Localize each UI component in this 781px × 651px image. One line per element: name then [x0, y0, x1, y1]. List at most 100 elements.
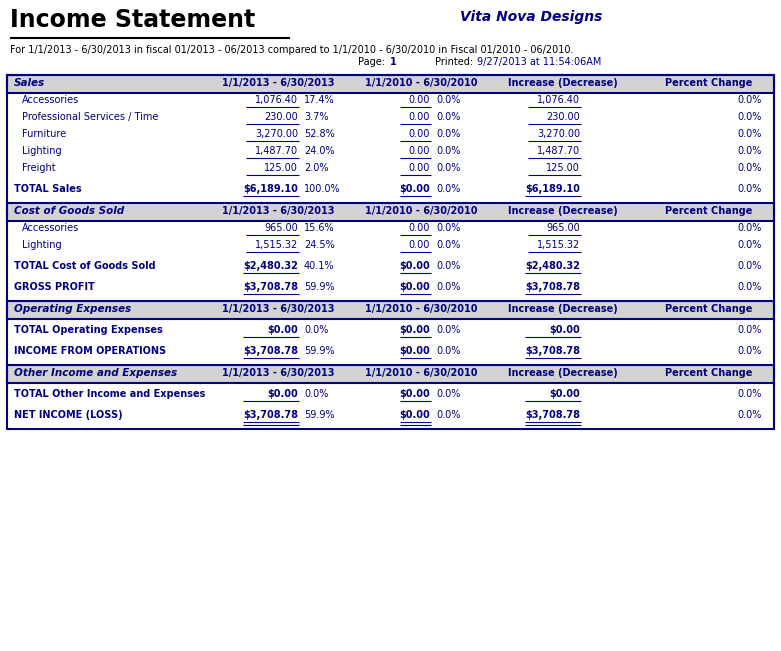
Text: 0.0%: 0.0% [737, 95, 762, 105]
Text: 125.00: 125.00 [546, 163, 580, 173]
Text: 0.0%: 0.0% [436, 346, 460, 356]
Text: $3,708.78: $3,708.78 [243, 282, 298, 292]
Text: $6,189.10: $6,189.10 [525, 184, 580, 194]
Text: 0.0%: 0.0% [737, 282, 762, 292]
Text: $6,189.10: $6,189.10 [243, 184, 298, 194]
Text: 0.0%: 0.0% [737, 129, 762, 139]
Text: Percent Change: Percent Change [665, 304, 752, 314]
Text: $3,708.78: $3,708.78 [525, 282, 580, 292]
Text: 1/1/2013 - 6/30/2013: 1/1/2013 - 6/30/2013 [222, 206, 334, 216]
Text: Percent Change: Percent Change [665, 368, 752, 378]
Text: $3,708.78: $3,708.78 [525, 346, 580, 356]
Text: $0.00: $0.00 [399, 389, 430, 399]
Text: 1/1/2013 - 6/30/2013: 1/1/2013 - 6/30/2013 [222, 78, 334, 88]
Text: 9/27/2013 at 11:54:06AM: 9/27/2013 at 11:54:06AM [477, 57, 601, 67]
Text: 17.4%: 17.4% [304, 95, 334, 105]
Text: 59.9%: 59.9% [304, 410, 334, 420]
Text: Increase (Decrease): Increase (Decrease) [508, 368, 618, 378]
Text: 125.00: 125.00 [264, 163, 298, 173]
Text: 230.00: 230.00 [546, 112, 580, 122]
Text: 0.0%: 0.0% [436, 184, 460, 194]
Text: Freight: Freight [22, 163, 55, 173]
Text: 0.0%: 0.0% [737, 163, 762, 173]
Text: 0.0%: 0.0% [737, 184, 762, 194]
Text: TOTAL Sales: TOTAL Sales [14, 184, 82, 194]
Text: 1/1/2010 - 6/30/2010: 1/1/2010 - 6/30/2010 [365, 368, 477, 378]
Text: Accessories: Accessories [22, 95, 79, 105]
Text: 1/1/2013 - 6/30/2013: 1/1/2013 - 6/30/2013 [222, 304, 334, 314]
Text: 15.6%: 15.6% [304, 223, 334, 233]
Text: $0.00: $0.00 [267, 389, 298, 399]
Text: 1,076.40: 1,076.40 [255, 95, 298, 105]
Text: TOTAL Other Income and Expenses: TOTAL Other Income and Expenses [14, 389, 205, 399]
Text: Vita Nova Designs: Vita Nova Designs [460, 10, 602, 24]
Text: Lighting: Lighting [22, 240, 62, 250]
Text: 0.0%: 0.0% [436, 261, 460, 271]
Text: For 1/1/2013 - 6/30/2013 in fiscal 01/2013 - 06/2013 compared to 1/1/2010 - 6/30: For 1/1/2013 - 6/30/2013 in fiscal 01/20… [10, 45, 573, 55]
Text: 0.0%: 0.0% [737, 346, 762, 356]
Text: 0.0%: 0.0% [436, 129, 460, 139]
Text: 0.0%: 0.0% [436, 146, 460, 156]
Text: 0.0%: 0.0% [304, 389, 328, 399]
Text: 59.9%: 59.9% [304, 282, 334, 292]
Text: 0.0%: 0.0% [737, 410, 762, 420]
Text: GROSS PROFIT: GROSS PROFIT [14, 282, 95, 292]
Text: $0.00: $0.00 [399, 261, 430, 271]
Text: $0.00: $0.00 [399, 410, 430, 420]
Text: 0.0%: 0.0% [436, 410, 460, 420]
Bar [7, 75, 774, 429]
Text: $0.00: $0.00 [549, 325, 580, 335]
Text: 24.5%: 24.5% [304, 240, 335, 250]
Text: 0.0%: 0.0% [737, 112, 762, 122]
Text: 40.1%: 40.1% [304, 261, 334, 271]
Text: 1: 1 [390, 57, 397, 67]
Text: Cost of Goods Sold: Cost of Goods Sold [14, 206, 124, 216]
Text: Other Income and Expenses: Other Income and Expenses [14, 368, 177, 378]
Text: 0.0%: 0.0% [304, 325, 328, 335]
Text: 0.0%: 0.0% [436, 163, 460, 173]
Text: 0.00: 0.00 [408, 223, 430, 233]
Text: Lighting: Lighting [22, 146, 62, 156]
Text: Professional Services / Time: Professional Services / Time [22, 112, 159, 122]
Text: 1,487.70: 1,487.70 [537, 146, 580, 156]
Text: NET INCOME (LOSS): NET INCOME (LOSS) [14, 410, 123, 420]
Text: 0.0%: 0.0% [737, 325, 762, 335]
Text: Operating Expenses: Operating Expenses [14, 304, 131, 314]
Text: 965.00: 965.00 [546, 223, 580, 233]
Text: 1/1/2010 - 6/30/2010: 1/1/2010 - 6/30/2010 [365, 304, 477, 314]
Text: 0.0%: 0.0% [436, 282, 460, 292]
Text: Increase (Decrease): Increase (Decrease) [508, 206, 618, 216]
Text: INCOME FROM OPERATIONS: INCOME FROM OPERATIONS [14, 346, 166, 356]
Text: 0.00: 0.00 [408, 112, 430, 122]
Text: Sales: Sales [14, 78, 45, 88]
Text: 0.00: 0.00 [408, 129, 430, 139]
Text: 1/1/2010 - 6/30/2010: 1/1/2010 - 6/30/2010 [365, 78, 477, 88]
Bar [7, 75, 774, 93]
Text: $3,708.78: $3,708.78 [525, 410, 580, 420]
Text: $0.00: $0.00 [267, 325, 298, 335]
Text: 0.0%: 0.0% [436, 95, 460, 105]
Text: Increase (Decrease): Increase (Decrease) [508, 304, 618, 314]
Text: 1,487.70: 1,487.70 [255, 146, 298, 156]
Text: 24.0%: 24.0% [304, 146, 334, 156]
Text: 0.00: 0.00 [408, 95, 430, 105]
Bar [7, 301, 774, 319]
Text: 0.00: 0.00 [408, 146, 430, 156]
Text: 1,515.32: 1,515.32 [537, 240, 580, 250]
Text: 0.00: 0.00 [408, 240, 430, 250]
Text: 52.8%: 52.8% [304, 129, 335, 139]
Text: $0.00: $0.00 [399, 346, 430, 356]
Text: Printed:: Printed: [435, 57, 473, 67]
Bar [7, 365, 774, 383]
Text: Income Statement: Income Statement [10, 8, 255, 32]
Text: Accessories: Accessories [22, 223, 79, 233]
Text: TOTAL Cost of Goods Sold: TOTAL Cost of Goods Sold [14, 261, 155, 271]
Text: 0.00: 0.00 [408, 163, 430, 173]
Text: 3.7%: 3.7% [304, 112, 329, 122]
Text: Percent Change: Percent Change [665, 206, 752, 216]
Text: TOTAL Operating Expenses: TOTAL Operating Expenses [14, 325, 162, 335]
Text: 2.0%: 2.0% [304, 163, 329, 173]
Text: $0.00: $0.00 [399, 184, 430, 194]
Text: 0.0%: 0.0% [436, 240, 460, 250]
Text: 0.0%: 0.0% [737, 223, 762, 233]
